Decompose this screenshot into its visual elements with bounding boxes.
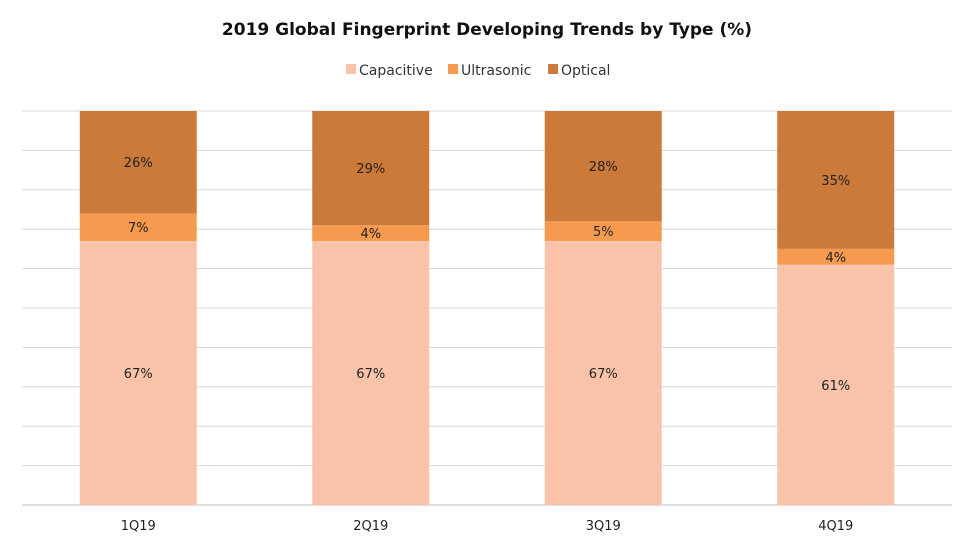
data-label: 29% bbox=[356, 162, 385, 177]
data-label: 28% bbox=[589, 160, 618, 175]
legend-label: Capacitive bbox=[359, 63, 433, 79]
data-label: 5% bbox=[593, 225, 614, 240]
bar-optical-3q19 bbox=[544, 111, 662, 222]
bar-capacitive-3q19 bbox=[544, 241, 662, 505]
data-label: 67% bbox=[356, 367, 385, 382]
x-axis-tick-labels: 1Q19 2Q19 3Q19 4Q19 bbox=[121, 519, 854, 534]
bar-optical-2q19 bbox=[312, 111, 430, 226]
bar-ultrasonic-2q19 bbox=[312, 225, 430, 242]
legend-swatch bbox=[346, 64, 356, 74]
data-label: 4% bbox=[825, 251, 846, 266]
legend: Capacitive Ultrasonic Optical bbox=[346, 63, 610, 79]
bar-ultrasonic-1q19 bbox=[79, 213, 197, 242]
bars: 67% 7% 26% 67% 4% 29% 67% 5% 28% 61% 4% 35% bbox=[79, 111, 895, 505]
data-label: 35% bbox=[821, 174, 850, 189]
legend-swatch bbox=[448, 64, 458, 74]
data-label: 4% bbox=[360, 227, 381, 242]
legend-label: Ultrasonic bbox=[461, 63, 531, 79]
bar-optical-1q19 bbox=[79, 111, 197, 214]
legend-label: Optical bbox=[561, 63, 610, 79]
bar-capacitive-1q19 bbox=[79, 241, 197, 505]
data-label: 67% bbox=[124, 367, 153, 382]
chart-title: 2019 Global Fingerprint Developing Trend… bbox=[222, 20, 752, 40]
data-label: 61% bbox=[821, 379, 850, 394]
legend-swatch bbox=[548, 64, 558, 74]
bar-optical-4q19 bbox=[777, 111, 895, 249]
bar-ultrasonic-4q19 bbox=[777, 248, 895, 265]
x-tick-label: 2Q19 bbox=[353, 519, 388, 534]
data-label: 7% bbox=[128, 221, 149, 236]
data-label: 26% bbox=[124, 156, 153, 171]
bar-capacitive-4q19 bbox=[777, 264, 895, 505]
bar-ultrasonic-3q19 bbox=[544, 221, 662, 242]
x-tick-label: 3Q19 bbox=[586, 519, 621, 534]
x-tick-label: 4Q19 bbox=[818, 519, 853, 534]
bar-capacitive-2q19 bbox=[312, 241, 430, 505]
x-tick-label: 1Q19 bbox=[121, 519, 156, 534]
legend-item-optical: Optical bbox=[548, 63, 610, 79]
legend-item-ultrasonic: Ultrasonic bbox=[448, 63, 531, 79]
legend-item-capacitive: Capacitive bbox=[346, 63, 433, 79]
data-label: 67% bbox=[589, 367, 618, 382]
